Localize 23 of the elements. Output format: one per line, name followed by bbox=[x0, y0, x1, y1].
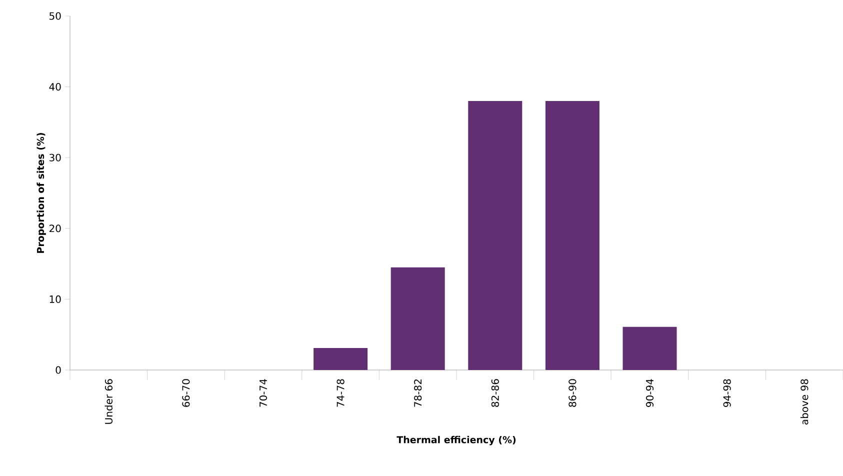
x-axis-title: Thermal efficiency (%) bbox=[396, 436, 516, 446]
x-tick-label: 94-98 bbox=[723, 379, 731, 407]
y-tick-label: 30 bbox=[50, 154, 61, 162]
x-tick-label: 86-90 bbox=[568, 379, 576, 407]
bar bbox=[545, 100, 600, 370]
y-tick-label: 10 bbox=[50, 295, 61, 303]
x-tick-label: 74-78 bbox=[336, 379, 344, 407]
y-tick-label: 40 bbox=[49, 83, 61, 91]
bar bbox=[390, 267, 445, 370]
x-tick-label: above 98 bbox=[800, 379, 808, 424]
bar bbox=[622, 326, 677, 370]
x-tick-label: 66-70 bbox=[182, 379, 190, 407]
bar bbox=[314, 348, 368, 370]
y-tick-label: 20 bbox=[49, 224, 61, 232]
x-tick-label: 90-94 bbox=[646, 379, 654, 407]
x-tick-label: Under 66 bbox=[104, 379, 113, 424]
x-tick-label: 82-86 bbox=[491, 379, 499, 407]
x-tick-label: 78-82 bbox=[414, 380, 422, 407]
y-tick-label: 0 bbox=[56, 366, 61, 374]
x-tick-label: 70-74 bbox=[259, 379, 268, 407]
y-axis-title: Proportion of sites (%) bbox=[36, 133, 46, 253]
bar bbox=[468, 100, 522, 370]
y-tick-label: 50 bbox=[50, 12, 61, 20]
